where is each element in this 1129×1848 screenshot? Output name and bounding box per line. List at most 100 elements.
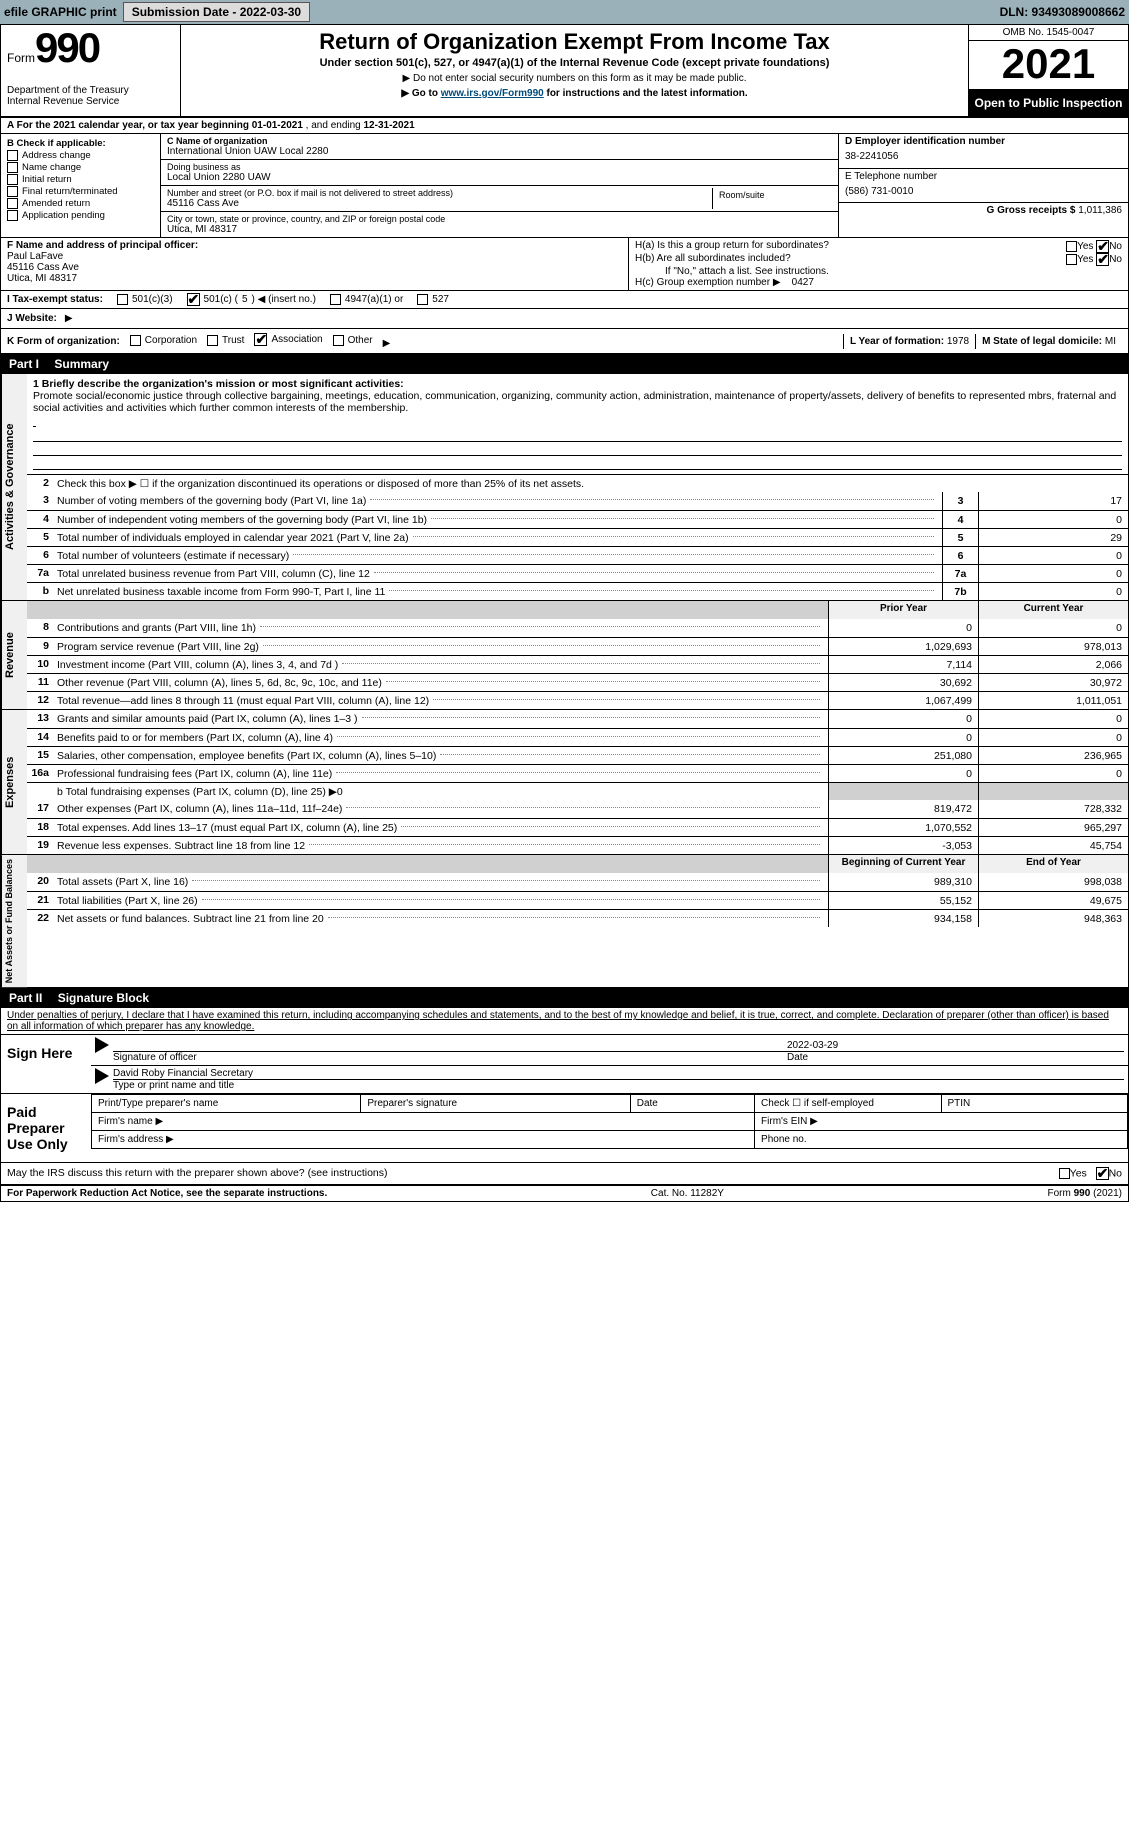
sig-date-val: 2022-03-29	[787, 1040, 1124, 1051]
omb-label: OMB No. 1545-0047	[969, 25, 1128, 41]
colb-title: B Check if applicable:	[7, 138, 154, 149]
line-num: 14	[27, 729, 53, 746]
checkbox-icon[interactable]	[7, 162, 18, 173]
checkbox-icon[interactable]	[7, 174, 18, 185]
line-desc: Program service revenue (Part VIII, line…	[53, 638, 828, 655]
k-option[interactable]: Other	[333, 335, 373, 346]
hc-label: H(c) Group exemption number ▶	[635, 277, 781, 288]
line-num: 21	[27, 892, 53, 909]
mayirs-no-box[interactable]	[1096, 1167, 1109, 1180]
k-option-box[interactable]	[254, 333, 267, 346]
checkbox-icon[interactable]	[7, 210, 18, 221]
k-option-box[interactable]	[207, 335, 218, 346]
ha-yes: Yes	[1077, 241, 1093, 252]
note-goto: ▶ Go to www.irs.gov/Form990 for instruct…	[191, 88, 958, 99]
line-current: 0	[978, 710, 1128, 728]
prep-name: Print/Type preparer's name	[92, 1095, 361, 1113]
mayirs-yes-box[interactable]	[1059, 1168, 1070, 1179]
col-begin-hdr: Beginning of Current Year	[828, 855, 978, 873]
k-option[interactable]: Corporation	[130, 335, 197, 346]
line-box: 7b	[942, 583, 978, 600]
d-phone: E Telephone number (586) 731-0010	[839, 169, 1128, 204]
irs-link[interactable]: www.irs.gov/Form990	[441, 88, 544, 99]
summary-line: 17Other expenses (Part IX, column (A), l…	[27, 800, 1128, 818]
line-box: 5	[942, 529, 978, 546]
k-option-box[interactable]	[130, 335, 141, 346]
k-option[interactable]: Trust	[207, 335, 244, 346]
part2-title: Signature Block	[58, 991, 149, 1005]
vtab-expenses: Expenses	[1, 710, 27, 854]
i-501c-box[interactable]	[187, 293, 200, 306]
k-arrow: ▶	[383, 338, 391, 349]
line-val: 17	[978, 492, 1128, 510]
k-option-box[interactable]	[333, 335, 344, 346]
line-desc: Total number of individuals employed in …	[53, 529, 942, 546]
form-title: Return of Organization Exempt From Incom…	[191, 29, 958, 55]
phone-val: (586) 731-0010	[845, 186, 1122, 197]
prep-ptin: PTIN	[941, 1095, 1128, 1113]
i-501c3: 501(c)(3)	[132, 294, 173, 305]
checkbox-item[interactable]: Initial return	[7, 174, 154, 185]
line-desc: Contributions and grants (Part VIII, lin…	[53, 619, 828, 637]
hb-no-box[interactable]	[1096, 253, 1109, 266]
checkbox-icon[interactable]	[7, 150, 18, 161]
c-name-label: C Name of organization	[167, 136, 832, 146]
header-right: OMB No. 1545-0047 2021 Open to Public In…	[968, 25, 1128, 116]
checkbox-icon[interactable]	[7, 198, 18, 209]
org-name: International Union UAW Local 2280	[167, 146, 832, 157]
prep-table: Print/Type preparer's name Preparer's si…	[91, 1094, 1128, 1149]
ein-val: 38-2241056	[845, 151, 1122, 162]
k-option[interactable]: Association	[254, 333, 322, 346]
i-501c3-box[interactable]	[117, 294, 128, 305]
16b-c	[978, 783, 1128, 800]
sig-name-val: David Roby Financial Secretary	[113, 1068, 1124, 1079]
submission-date-btn[interactable]: Submission Date - 2022-03-30	[123, 2, 310, 22]
line-desc: Total expenses. Add lines 13–17 (must eq…	[53, 819, 828, 836]
vtab-netassets: Net Assets or Fund Balances	[1, 855, 27, 987]
line-prior: 30,692	[828, 674, 978, 691]
i-527-box[interactable]	[417, 294, 428, 305]
16b-desc: b Total fundraising expenses (Part IX, c…	[53, 783, 828, 800]
summary-line: 11Other revenue (Part VIII, column (A), …	[27, 673, 1128, 691]
summary-line: 14Benefits paid to or for members (Part …	[27, 728, 1128, 746]
line-prior: 7,114	[828, 656, 978, 673]
checkbox-item[interactable]: Application pending	[7, 210, 154, 221]
col-end-hdr: End of Year	[978, 855, 1128, 873]
summary-line: 10Investment income (Part VIII, column (…	[27, 655, 1128, 673]
mayirs-yes: Yes	[1070, 1167, 1087, 1179]
line-prior: 0	[828, 619, 978, 637]
summary-line: 13Grants and similar amounts paid (Part …	[27, 710, 1128, 728]
line-current: 0	[978, 729, 1128, 746]
col-curr-hdr: Current Year	[978, 601, 1128, 619]
line-prior: 1,067,499	[828, 692, 978, 709]
m-val: MI	[1105, 336, 1116, 347]
ha-yes-box[interactable]	[1066, 241, 1077, 252]
checkbox-icon[interactable]	[7, 186, 18, 197]
checkbox-item[interactable]: Address change	[7, 150, 154, 161]
m-label: M State of legal domicile:	[982, 336, 1105, 347]
col-f: F Name and address of principal officer:…	[1, 238, 628, 290]
hb-yes-box[interactable]	[1066, 254, 1077, 265]
checkbox-item[interactable]: Final return/terminated	[7, 186, 154, 197]
line-num: 13	[27, 710, 53, 728]
hc-val: 0427	[792, 277, 814, 288]
line-num: 3	[27, 492, 53, 510]
hb-label: H(b) Are all subordinates included?	[635, 253, 791, 266]
firm-ein: Firm's EIN ▶	[755, 1113, 1128, 1131]
top-bar: efile GRAPHIC print Submission Date - 20…	[0, 0, 1129, 24]
hb-answer: Yes No	[1066, 253, 1122, 266]
j-arrow: ▶	[65, 313, 73, 324]
summary-line: 22Net assets or fund balances. Subtract …	[27, 909, 1128, 927]
line-desc: Net unrelated business taxable income fr…	[53, 583, 942, 600]
footer-cat: Cat. No. 11282Y	[651, 1188, 724, 1199]
i-4947-box[interactable]	[330, 294, 341, 305]
sig-name-cell: David Roby Financial Secretary Type or p…	[95, 1068, 1124, 1091]
note-ssn: ▶ Do not enter social security numbers o…	[191, 73, 958, 84]
sig-name-label: Type or print name and title	[113, 1079, 1124, 1091]
c-addr-label: Number and street (or P.O. box if mail i…	[167, 188, 712, 198]
penalty-text: Under penalties of perjury, I declare th…	[1, 1008, 1128, 1035]
checkbox-item[interactable]: Amended return	[7, 198, 154, 209]
checkbox-item[interactable]: Name change	[7, 162, 154, 173]
col-d: D Employer identification number 38-2241…	[838, 134, 1128, 237]
irs-label: Internal Revenue Service	[7, 96, 174, 107]
